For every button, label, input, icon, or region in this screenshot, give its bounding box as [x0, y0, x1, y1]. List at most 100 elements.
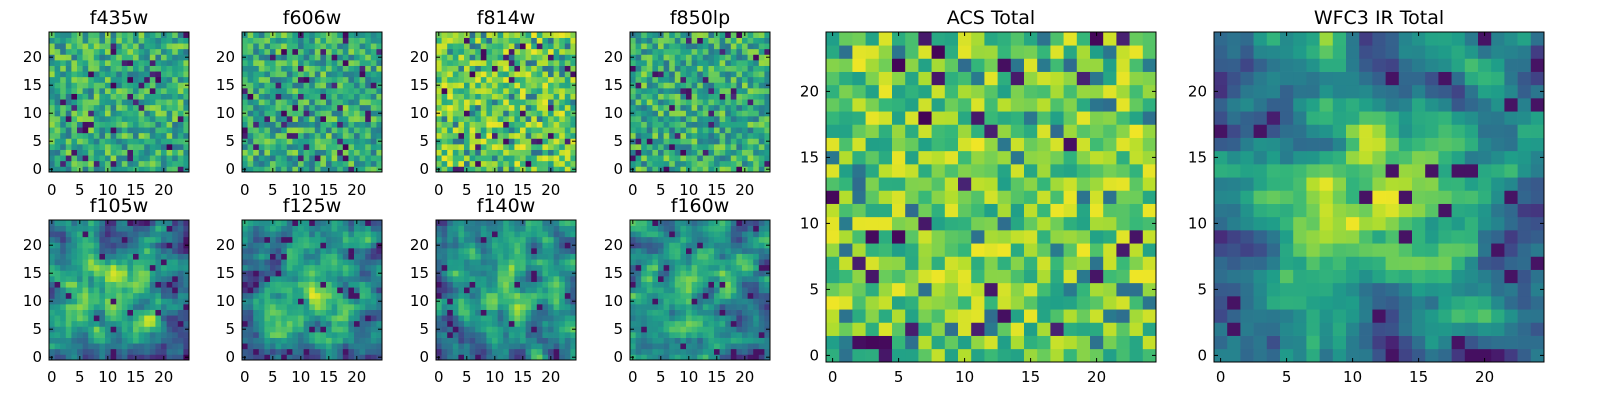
heatmap-cell	[452, 332, 459, 338]
heatmap-cell	[275, 281, 282, 288]
heatmap-cell	[177, 220, 184, 226]
heatmap-cell	[247, 292, 254, 299]
heatmap-cell	[559, 127, 566, 134]
heatmap-cell	[99, 60, 106, 66]
heatmap-cell	[275, 348, 282, 355]
heatmap-cell	[365, 236, 372, 243]
heatmap-cell	[697, 132, 704, 139]
heatmap-cell	[127, 298, 134, 305]
heatmap-cell	[161, 281, 167, 288]
heatmap-cell	[520, 88, 526, 94]
heatmap-cell	[110, 348, 117, 355]
heatmap-cell	[630, 48, 636, 55]
heatmap-cell	[320, 65, 327, 72]
heatmap-cell	[753, 309, 760, 316]
heatmap-cell	[133, 304, 139, 310]
heatmap-cell	[183, 309, 190, 316]
heatmap-cell	[697, 337, 704, 344]
heatmap-cell	[436, 248, 442, 254]
heatmap-cell	[758, 60, 765, 66]
heatmap-cell	[166, 104, 173, 111]
heatmap-cell	[298, 259, 304, 266]
heatmap-cell	[314, 304, 321, 310]
heatmap-cell	[298, 332, 304, 338]
heatmap-cell	[719, 76, 726, 83]
heatmap-cell	[309, 71, 316, 78]
heatmap-cell	[172, 127, 179, 134]
heatmap-cell	[486, 253, 493, 260]
heatmap-cell	[54, 253, 61, 260]
heatmap-cell	[354, 332, 360, 338]
heatmap-cell	[138, 110, 145, 117]
heatmap-cell	[531, 343, 538, 350]
heatmap-cell	[127, 304, 134, 310]
heatmap-cell	[144, 253, 151, 260]
heatmap-cell	[553, 121, 560, 128]
heatmap-cell	[514, 93, 521, 100]
heatmap-cell	[725, 348, 732, 355]
heatmap-cell	[531, 76, 538, 83]
heatmap-cell	[65, 292, 72, 299]
heatmap-cell	[475, 337, 482, 344]
heatmap-cell	[520, 253, 526, 260]
heatmap-cell	[658, 93, 664, 100]
heatmap-cell	[680, 149, 687, 156]
heatmap-cell	[270, 144, 276, 150]
heatmap-cell	[697, 298, 704, 305]
heatmap-cell	[719, 88, 726, 94]
heatmap-cell	[281, 270, 288, 277]
heatmap-cell	[60, 248, 67, 254]
heatmap-cell	[525, 155, 532, 162]
heatmap-cell	[177, 343, 184, 350]
heatmap-cell	[242, 236, 248, 243]
heatmap-cell	[71, 348, 78, 355]
heatmap-cell	[548, 160, 554, 167]
heatmap-cell	[105, 337, 111, 344]
heatmap-cell	[531, 292, 538, 299]
heatmap-cell	[116, 259, 123, 266]
heatmap-cell	[183, 276, 190, 282]
heatmap-cell	[686, 149, 692, 156]
heatmap-cell	[436, 292, 442, 299]
heatmap-cell	[742, 76, 748, 83]
heatmap-cell	[497, 287, 504, 294]
heatmap-cell	[436, 43, 442, 50]
heatmap-cell	[708, 298, 715, 305]
heatmap-cell	[458, 225, 465, 232]
heatmap-cell	[49, 253, 55, 260]
heatmap-cell	[758, 287, 765, 294]
heatmap-cell	[144, 37, 151, 44]
heatmap-cell	[730, 32, 737, 38]
heatmap-cell	[708, 127, 715, 134]
heatmap-cell	[742, 281, 748, 288]
heatmap-cell	[663, 348, 670, 355]
heatmap-cell	[314, 116, 321, 122]
heatmap-cell	[503, 93, 510, 100]
heatmap-cell	[492, 71, 498, 78]
heatmap-cell	[475, 287, 482, 294]
heatmap-cell	[663, 93, 670, 100]
heatmap-cell	[309, 110, 316, 117]
heatmap-cell	[309, 264, 316, 271]
heatmap-cell	[105, 76, 111, 83]
heatmap-cell	[155, 343, 162, 350]
heatmap-cell	[253, 48, 260, 55]
heatmap-cell	[99, 354, 106, 361]
heatmap-cell	[342, 110, 349, 117]
heatmap-cell	[49, 88, 55, 94]
heatmap-cell	[447, 65, 454, 72]
heatmap-cell	[127, 60, 134, 66]
heatmap-cell	[669, 281, 676, 288]
heatmap-cell	[77, 270, 83, 277]
heatmap-cell	[82, 127, 89, 134]
heatmap-cell	[172, 253, 179, 260]
heatmap-cell	[65, 132, 72, 139]
heatmap-cell	[303, 99, 310, 106]
heatmap-cell	[520, 127, 526, 134]
heatmap-cell	[275, 248, 282, 254]
heatmap-cell	[99, 32, 106, 38]
heatmap-cell	[172, 138, 179, 145]
heatmap-cell	[708, 292, 715, 299]
heatmap-cell	[559, 332, 566, 338]
heatmap-cell	[65, 65, 72, 72]
